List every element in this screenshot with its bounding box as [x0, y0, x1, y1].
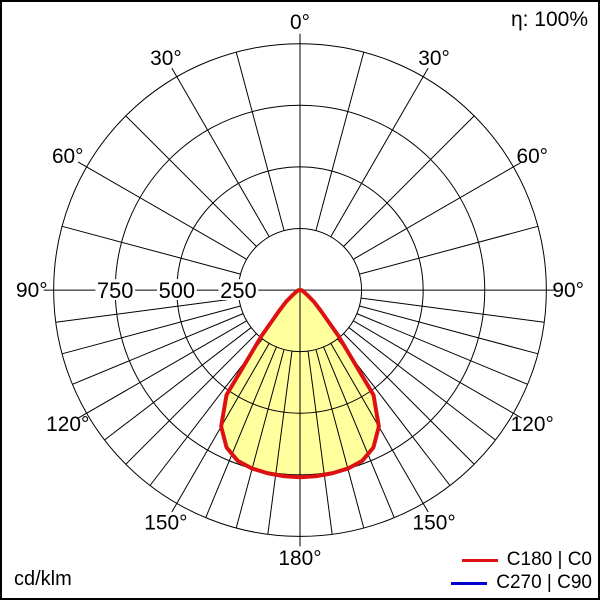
unit-label: cd/klm	[14, 568, 72, 590]
legend-item-c180-c0: C180 | C0	[461, 549, 592, 571]
legend-label-c270-c90: C270 | C90	[496, 572, 592, 594]
legend: C180 | C0 C270 | C90	[451, 550, 592, 593]
svg-text:60°: 60°	[52, 145, 84, 168]
legend-swatch-blue	[451, 581, 488, 585]
svg-text:500: 500	[159, 278, 195, 303]
legend-label-c180-c0: C180 | C0	[506, 549, 592, 571]
svg-text:120°: 120°	[511, 413, 554, 436]
angle-labels: 0° 30° 30° 60° 60° 90° 90° 120° 120° 150° 150° 180°	[16, 11, 584, 570]
svg-text:60°: 60°	[516, 145, 548, 168]
svg-text:750: 750	[97, 278, 133, 303]
svg-text:150°: 150°	[144, 511, 187, 534]
svg-text:90°: 90°	[16, 279, 48, 302]
legend-item-c270-c90: C270 | C90	[451, 573, 592, 593]
svg-text:0°: 0°	[290, 11, 310, 34]
legend-swatch-red	[461, 558, 498, 562]
ring-value-labels: 250 500 750	[95, 278, 259, 303]
curve-c180-c0	[219, 288, 381, 480]
svg-text:30°: 30°	[418, 47, 450, 70]
svg-text:120°: 120°	[46, 413, 89, 436]
svg-text:150°: 150°	[413, 511, 456, 534]
efficiency-label: η: 100%	[510, 8, 588, 31]
svg-text:30°: 30°	[150, 47, 182, 70]
svg-text:180°: 180°	[278, 547, 321, 570]
svg-text:250: 250	[220, 278, 256, 303]
svg-text:90°: 90°	[552, 279, 584, 302]
